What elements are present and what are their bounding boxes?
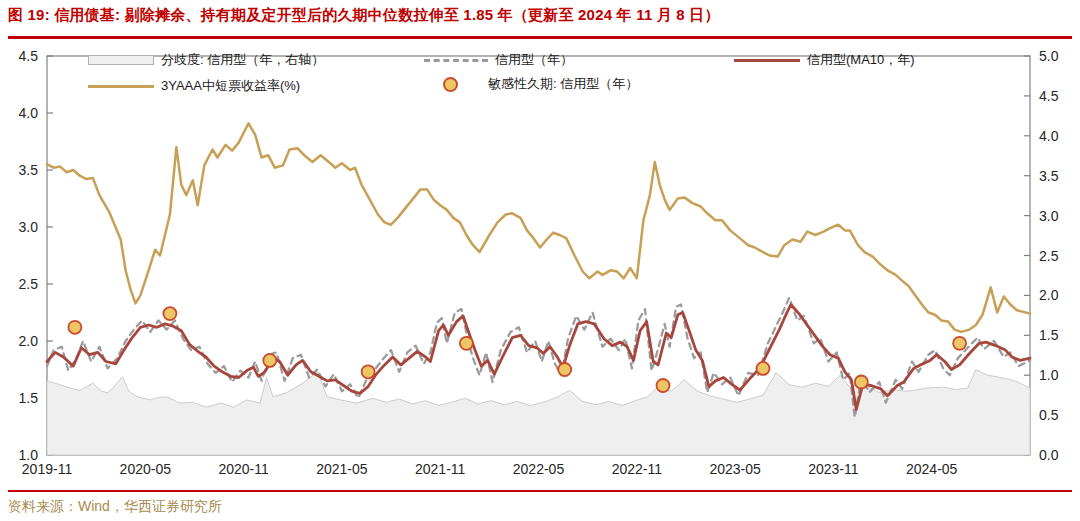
sensitive-duration-dot bbox=[953, 337, 966, 350]
right-axis-tick-label: 4.0 bbox=[1039, 128, 1059, 144]
x-axis-tick-label: 2022-05 bbox=[513, 461, 565, 477]
x-axis-tick-label: 2024-05 bbox=[906, 461, 958, 477]
sensitive-duration-dot bbox=[68, 321, 81, 334]
left-axis-tick-label: 1.5 bbox=[19, 390, 39, 406]
legend-item-credit-ma10: 信用型(MA10，年) bbox=[734, 51, 915, 69]
left-axis-tick-label: 2.0 bbox=[19, 333, 39, 349]
x-axis-tick-label: 2022-11 bbox=[612, 461, 663, 477]
right-axis-tick-label: 2.5 bbox=[1039, 248, 1059, 264]
left-axis-tick-label: 2.5 bbox=[19, 276, 39, 292]
sensitive-duration-dot bbox=[362, 365, 375, 378]
chart-canvas: 1.01.52.02.53.03.54.04.50.00.51.01.52.02… bbox=[0, 40, 1080, 480]
legend-label: 信用型（年） bbox=[495, 51, 573, 69]
x-axis-tick-label: 2023-11 bbox=[808, 461, 859, 477]
sensitive-duration-dot bbox=[558, 363, 571, 376]
right-axis-tick-label: 5.0 bbox=[1039, 48, 1059, 64]
sensitive-duration-dot bbox=[855, 376, 868, 389]
right-axis-tick-label: 3.0 bbox=[1039, 208, 1059, 224]
source-divider-rule bbox=[8, 490, 1072, 492]
legend-item-credit-duration: 信用型（年） bbox=[424, 51, 573, 69]
dashed-line-swatch-icon bbox=[424, 59, 488, 62]
right-axis-tick-label: 4.5 bbox=[1039, 88, 1059, 104]
figure-title: 图 19: 信用债基: 剔除摊余、持有期及定开型后的久期中位数拉伸至 1.85 … bbox=[8, 6, 1072, 25]
title-divider-rule bbox=[8, 36, 1072, 39]
report-figure: 图 19: 信用债基: 剔除摊余、持有期及定开型后的久期中位数拉伸至 1.85 … bbox=[0, 0, 1080, 521]
legend-label: 分歧度: 信用型（年，右轴） bbox=[161, 51, 324, 69]
legend-item-sensitive-duration: 敏感性久期: 信用型（年） bbox=[437, 75, 638, 93]
left-axis-tick-label: 3.0 bbox=[19, 219, 39, 235]
x-axis-tick-label: 2021-11 bbox=[415, 461, 466, 477]
sensitive-duration-dot bbox=[657, 379, 670, 392]
x-axis-tick-label: 2023-05 bbox=[709, 461, 761, 477]
right-axis-tick-label: 1.5 bbox=[1039, 327, 1059, 343]
sensitive-duration-dot bbox=[163, 307, 176, 320]
legend-item-divergence: 分歧度: 信用型（年，右轴） bbox=[88, 51, 324, 69]
left-axis-tick-label: 4.0 bbox=[19, 105, 39, 121]
x-axis-tick-label: 2019-11 bbox=[22, 461, 73, 477]
credit-duration-chart: 1.01.52.02.53.03.54.04.50.00.51.01.52.02… bbox=[0, 40, 1080, 480]
legend-label: 敏感性久期: 信用型（年） bbox=[488, 75, 638, 93]
right-axis-tick-label: 1.0 bbox=[1039, 367, 1059, 383]
source-text: 资料来源：Wind，华西证券研究所 bbox=[8, 498, 222, 516]
series-line-yield-3yaaa bbox=[47, 123, 1030, 332]
right-axis-tick-label: 0.0 bbox=[1039, 447, 1059, 463]
legend-label: 信用型(MA10，年) bbox=[807, 51, 915, 69]
left-axis-tick-label: 4.5 bbox=[19, 48, 39, 64]
left-axis-tick-label: 3.5 bbox=[19, 162, 39, 178]
x-axis-tick-label: 2020-05 bbox=[120, 461, 172, 477]
gold-line-swatch-icon bbox=[88, 85, 154, 88]
right-axis-tick-label: 0.5 bbox=[1039, 407, 1059, 423]
right-axis-tick-label: 3.5 bbox=[1039, 168, 1059, 184]
red-line-swatch-icon bbox=[734, 59, 800, 62]
right-axis-tick-label: 2.0 bbox=[1039, 287, 1059, 303]
x-axis-tick-label: 2020-11 bbox=[218, 461, 269, 477]
x-axis-tick-label: 2021-05 bbox=[316, 461, 368, 477]
series-area-divergence bbox=[47, 370, 1030, 455]
legend-item-3yaaa-yield: 3YAAA中短票收益率(%) bbox=[88, 77, 300, 95]
legend-label: 3YAAA中短票收益率(%) bbox=[161, 77, 300, 95]
area-swatch-icon bbox=[88, 55, 154, 65]
dot-swatch-icon bbox=[443, 77, 458, 92]
sensitive-duration-dot bbox=[757, 362, 770, 375]
series-dots-sensitive-duration bbox=[68, 307, 966, 392]
sensitive-duration-dot bbox=[460, 337, 473, 350]
sensitive-duration-dot bbox=[263, 354, 276, 367]
